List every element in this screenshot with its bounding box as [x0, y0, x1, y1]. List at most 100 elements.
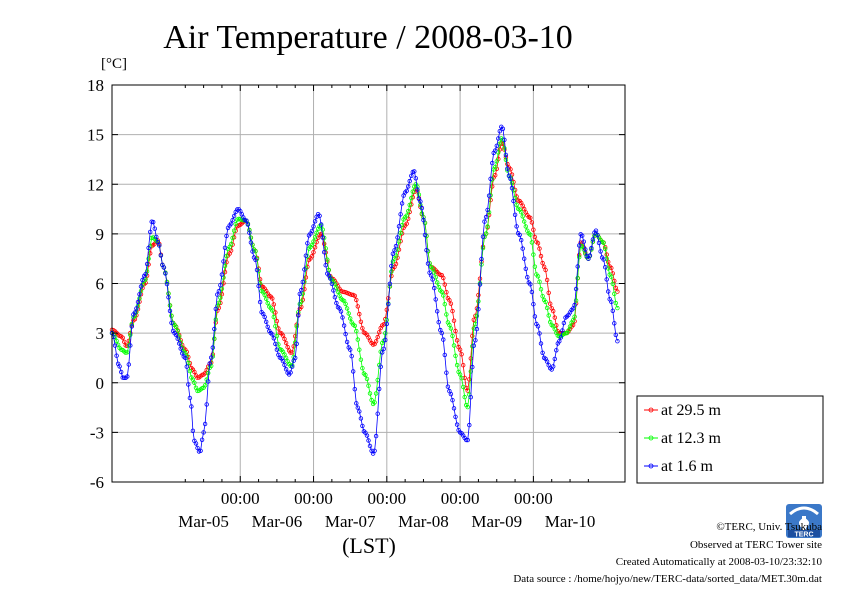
data-point	[375, 411, 380, 416]
x-date-label: Mar-09	[471, 512, 522, 531]
legend-label: at 1.6 m	[661, 458, 714, 475]
data-point	[290, 364, 295, 369]
data-point	[158, 253, 164, 258]
data-point	[257, 299, 263, 305]
data-point	[544, 305, 550, 311]
data-point	[373, 339, 379, 344]
data-point	[465, 437, 470, 443]
data-point	[444, 312, 449, 317]
data-point	[454, 362, 460, 368]
data-point	[615, 339, 620, 344]
data-point	[166, 295, 171, 300]
data-point	[114, 338, 119, 344]
data-point	[338, 309, 344, 314]
legend-label: at 12.3 m	[661, 430, 722, 447]
data-point	[271, 336, 276, 341]
data-point	[221, 259, 226, 264]
data-point	[393, 261, 399, 267]
data-point	[199, 437, 205, 442]
data-point	[428, 273, 434, 278]
data-point	[464, 437, 469, 443]
data-point	[354, 297, 359, 303]
data-point	[283, 340, 289, 346]
legend-label: at 29.5 m	[661, 402, 722, 419]
data-point	[567, 324, 573, 329]
data-point	[404, 221, 409, 226]
data-point	[274, 333, 280, 339]
data-point	[320, 227, 325, 232]
data-point	[118, 369, 124, 375]
data-point	[523, 266, 528, 271]
data-point	[409, 195, 414, 201]
data-point	[462, 394, 467, 400]
data-point	[346, 311, 351, 316]
data-point	[137, 296, 142, 301]
data-point	[535, 274, 541, 279]
data-point	[468, 395, 473, 400]
data-point	[233, 221, 238, 227]
data-point	[386, 302, 391, 307]
data-point	[566, 328, 571, 333]
data-point	[373, 391, 379, 396]
data-point	[205, 379, 211, 384]
data-point	[544, 359, 550, 364]
data-point	[540, 294, 545, 299]
data-point	[253, 257, 258, 262]
logo-text: TERC	[794, 532, 813, 539]
data-point	[525, 275, 530, 280]
data-point	[561, 320, 567, 326]
data-point	[212, 336, 217, 341]
series-line	[111, 142, 618, 392]
data-point	[364, 376, 370, 382]
data-point	[505, 166, 510, 171]
data-point	[178, 346, 183, 351]
data-point	[531, 252, 536, 257]
data-point	[167, 303, 173, 308]
data-point	[121, 339, 127, 344]
data-point	[442, 302, 447, 307]
data-point	[441, 293, 446, 298]
data-point	[474, 313, 480, 319]
data-point	[231, 213, 237, 219]
data-point	[344, 306, 350, 311]
data-point	[161, 265, 167, 270]
data-point	[340, 289, 345, 294]
data-point	[265, 324, 270, 329]
data-point	[615, 305, 620, 311]
data-point	[134, 306, 139, 311]
data-point	[192, 380, 197, 385]
data-point	[271, 314, 276, 320]
data-point	[360, 326, 365, 331]
data-point	[581, 239, 586, 244]
data-point	[248, 240, 254, 245]
data-point	[300, 291, 305, 296]
y-tick-label: 3	[96, 324, 105, 343]
data-point	[560, 328, 565, 333]
data-point	[390, 251, 396, 256]
data-point	[589, 245, 594, 251]
data-point	[467, 422, 472, 428]
data-point	[451, 406, 457, 411]
series-layer	[109, 124, 620, 456]
data-point	[471, 317, 476, 322]
data-point	[529, 240, 535, 245]
data-point	[577, 243, 582, 248]
data-point	[493, 148, 498, 153]
data-point	[270, 296, 275, 301]
data-point	[222, 269, 228, 275]
data-point	[430, 266, 435, 271]
data-point	[532, 314, 538, 319]
data-point	[421, 217, 426, 223]
data-point	[601, 240, 606, 245]
data-point	[435, 280, 440, 285]
data-point	[224, 233, 229, 239]
data-point	[448, 301, 454, 306]
data-point	[598, 249, 603, 254]
data-point	[380, 350, 385, 355]
data-point	[367, 391, 373, 396]
data-point	[358, 357, 364, 362]
data-point	[283, 367, 289, 372]
data-point	[432, 285, 437, 291]
data-point	[430, 277, 435, 282]
copyright-text: ©TERC, Univ. Tsukuba	[716, 521, 822, 533]
